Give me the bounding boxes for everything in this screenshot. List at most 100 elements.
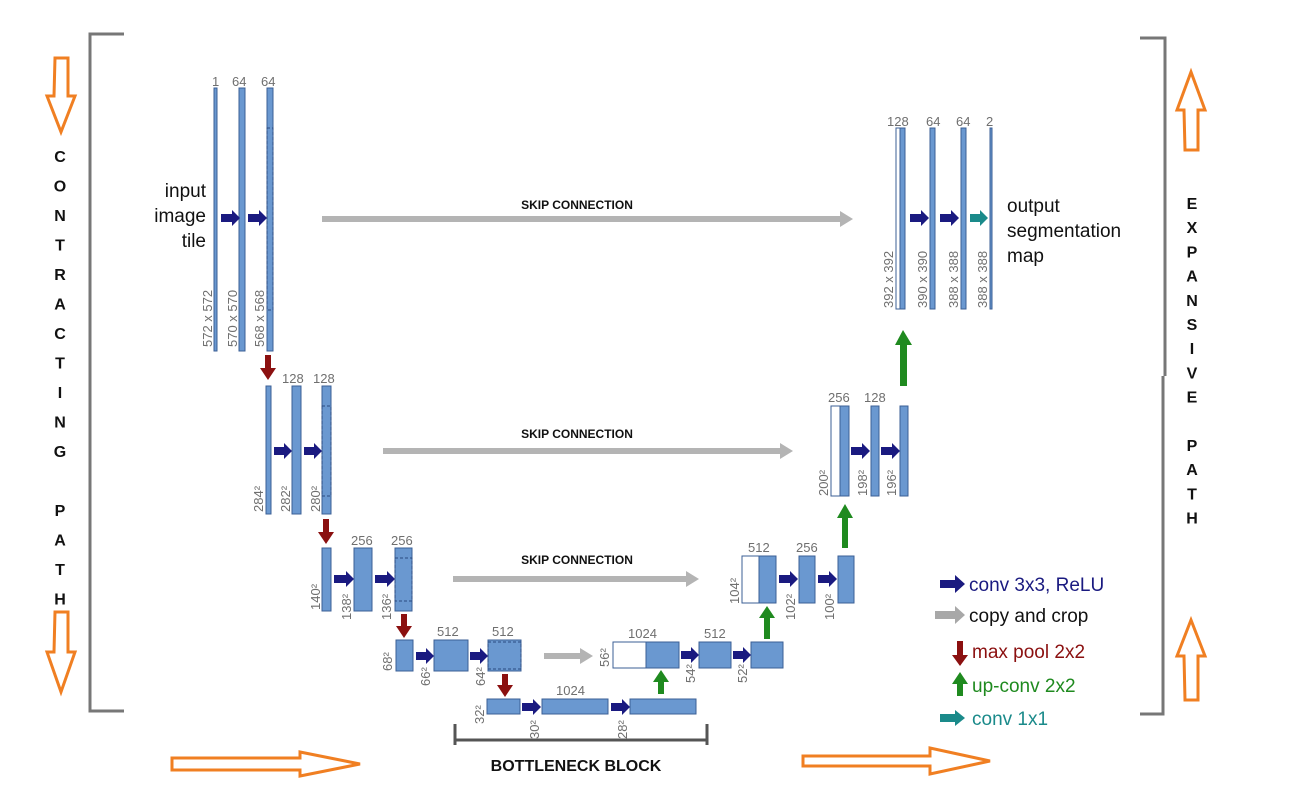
legend-pool-arrow-icon [952,641,968,666]
conv-arrow-icon [248,210,267,226]
conv-arrow-icon [522,699,541,715]
skip-connection-label: SKIP CONNECTION [521,553,633,567]
size-label: 282² [278,485,293,512]
legend-conv-arrow-icon [940,575,965,593]
channel-label: 64 [232,74,246,89]
legend-copy-arrow-icon [935,606,965,624]
conv-arrow-icon [851,443,870,459]
path-label-letter: P [55,503,66,520]
size-label: 568 x 568 [252,290,267,347]
path-label-letter: X [1187,220,1198,237]
legend-label: max pool 2x2 [972,642,1085,663]
channel-label: 256 [828,390,850,405]
flow-down-arrow-icon [44,56,78,137]
path-label-letter: E [1187,390,1198,407]
size-label: 102² [783,593,798,620]
conv-arrow-icon [416,648,434,664]
path-label-letter: N [54,415,66,432]
legend-conv1x1-arrow-icon [940,710,965,726]
crop-region-l4 [487,641,522,670]
conv-arrow-icon [221,210,240,226]
legend-upconv-arrow-icon [952,672,968,696]
path-label-letter: I [58,385,62,402]
flow-arrow-icon [44,56,1208,778]
bottleneck-map-in [486,698,521,715]
feature-map-l4-in [395,639,414,672]
channel-label: 256 [351,533,373,548]
path-label-letter: E [1187,196,1198,213]
copy-crop-arrow-icon [322,211,853,227]
conv-arrow-icon [470,648,488,664]
size-label: 54² [683,664,698,683]
path-label-letter: H [1186,511,1198,528]
contracting-bracket [88,32,124,713]
feature-map-e1-b [960,127,967,310]
conv-arrow-icon [375,571,395,587]
path-label-letter: G [54,444,66,461]
feature-map-e4-a [698,641,732,669]
channel-label: 512 [437,624,459,639]
up-conv-arrow-icon [759,606,775,639]
cropped-copy-e4 [612,641,647,669]
input-label: tile [182,231,206,252]
size-label: 30² [527,720,542,739]
feature-map-l4-b [487,639,522,672]
size-label: 140² [308,583,323,610]
size-label: 390 x 390 [915,251,930,308]
size-label: 56² [597,648,612,667]
feature-map-l2-b [321,385,332,515]
feature-map-l3-b [394,547,413,612]
size-label: 284² [251,485,266,512]
conv-arrow-icon [940,210,959,226]
feature-map-l1-a [238,87,246,352]
path-label-letter: A [1186,269,1198,286]
input-label: input [165,181,207,202]
size-label: 572 x 572 [200,290,215,347]
output-label: map [1007,246,1044,267]
size-label: 52² [735,664,750,683]
up-conv-arrow-icon [895,330,912,386]
size-label: 388 x 388 [975,251,990,308]
size-label: 570 x 570 [225,290,240,347]
conv-arrow-icon [733,647,751,663]
flow-up-arrow-icon [1174,67,1208,152]
size-label: 388 x 388 [946,251,961,308]
size-label: 100² [822,593,837,620]
output-label: segmentation [1007,221,1121,242]
channel-label: 1024 [556,683,585,698]
input-label: image [154,206,206,227]
path-label-letter: C [54,149,66,166]
up-conv-arrow-icon [837,504,853,548]
path-label-letter: V [1187,365,1198,382]
path-label-letter: T [55,356,65,373]
upsampled-map-e3 [758,555,777,604]
size-label: 196² [884,469,899,496]
size-label: 32² [472,705,487,724]
channel-label: 1 [212,74,219,89]
flow-down-arrow-icon [44,610,78,697]
channel-label: 2 [986,114,993,129]
size-label: 28² [615,720,630,739]
path-label-letter: A [1186,462,1198,479]
feature-map-l2-in [265,385,272,515]
channel-label: 128 [313,371,335,386]
path-label-letter: A [54,297,66,314]
size-label: 66² [418,667,433,686]
path-label-letter: T [55,562,65,579]
copy-crop-arrow-icon [383,443,793,459]
copy-crop-arrow-icon [453,571,699,587]
max-pool-arrow-icon [260,355,276,380]
feature-map-l3-in [321,547,332,612]
conv-arrow-icon [818,571,837,587]
max-pool-arrow-icon [497,674,513,697]
path-label-letter: P [1187,244,1198,261]
flow-right-arrow-icon [170,750,361,778]
channel-label: 256 [391,533,413,548]
conv-arrow-icon [611,699,630,715]
channel-label: 64 [956,114,970,129]
expansive-bracket [1140,36,1167,716]
legend-label: copy and crop [969,606,1088,627]
